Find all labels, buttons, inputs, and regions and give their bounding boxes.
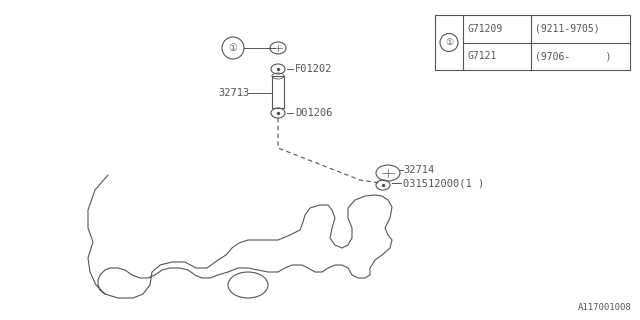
Text: G7121: G7121 bbox=[467, 51, 497, 61]
Text: D01206: D01206 bbox=[295, 108, 333, 118]
Text: (9211-9705): (9211-9705) bbox=[535, 24, 600, 34]
Text: F01202: F01202 bbox=[295, 64, 333, 74]
Text: 32714: 32714 bbox=[403, 165, 435, 175]
Text: 031512000(1 ): 031512000(1 ) bbox=[403, 178, 484, 188]
Text: A117001008: A117001008 bbox=[579, 303, 632, 312]
Text: ①: ① bbox=[445, 38, 453, 47]
Text: (9706-      ): (9706- ) bbox=[535, 51, 611, 61]
Bar bbox=[272, 76, 284, 108]
Text: G71209: G71209 bbox=[467, 24, 502, 34]
Text: 32713: 32713 bbox=[218, 88, 249, 98]
Bar bbox=[435, 15, 630, 70]
Text: ①: ① bbox=[228, 43, 237, 53]
